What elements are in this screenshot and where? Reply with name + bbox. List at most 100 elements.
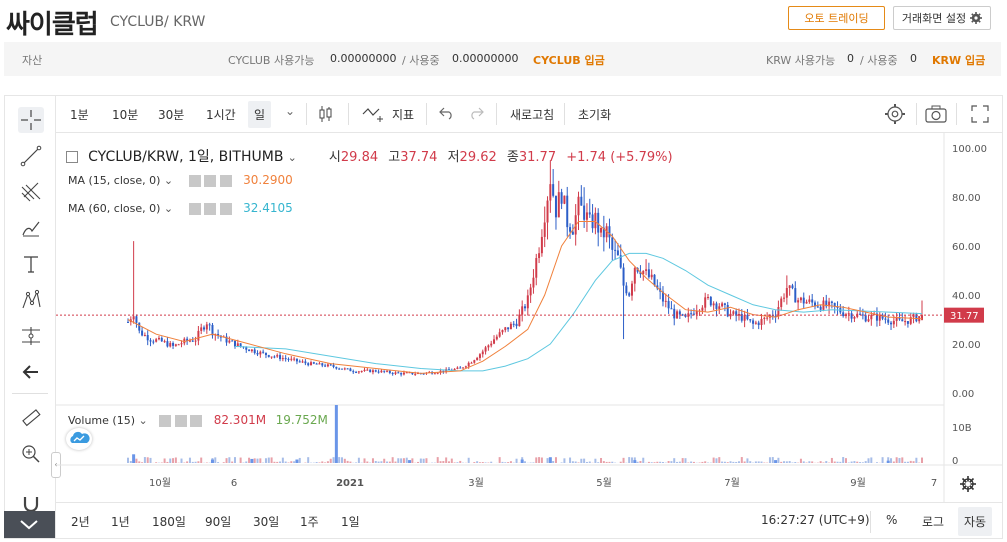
pattern-tool-icon[interactable] [18,287,44,313]
auto-scale-button[interactable]: 자동 [958,507,993,536]
price-chart[interactable]: 100.00 80.00 60.00 40.00 20.00 0.00 31.77 10B… [56,133,1003,502]
cyclub-deposit-link[interactable]: CYCLUB 입금 [533,54,605,67]
trend-line-tool-icon[interactable] [18,143,44,169]
candle-body [535,258,538,278]
candle-body [794,288,797,303]
volume-bar [264,458,267,463]
ma15-visibility-icon[interactable] [188,175,201,187]
volume-bar [298,457,301,463]
ma15-label[interactable]: MA (15, close, 0) [68,174,161,187]
time-tick-label: 9월 [850,477,866,489]
asset-bar: 자산 CYCLUB 사용가능 0.00000000 / 사용중 0.000000… [4,42,1001,76]
toolbar-divider [956,103,957,125]
brush-tool-icon[interactable] [18,215,44,241]
candle-body [898,317,901,320]
price-tick-label: 20.00 [952,340,981,351]
cloud-save-button[interactable] [66,428,92,450]
candle-body [386,370,389,372]
toolbar-divider [306,103,307,125]
range-1y[interactable]: 1년 [111,515,130,529]
candle-body [628,293,631,296]
volume-bar [825,461,828,463]
undo-icon[interactable] [439,106,455,120]
interval-1h[interactable]: 1시간 [206,108,236,122]
log-scale-button[interactable]: 로그 [922,515,945,529]
ma60-visibility-icon[interactable] [188,203,201,215]
interval-1d[interactable]: 일 [248,101,272,128]
volume-bar [768,457,771,463]
symbol-dropdown-icon[interactable]: ⌄ [287,151,297,164]
ma15-dropdown-icon[interactable]: ⌄ [163,174,174,187]
indicators-button[interactable]: 지표 [392,108,415,122]
ruler-tool-icon[interactable] [18,405,44,431]
crosshair-tool-icon[interactable] [18,107,44,133]
candle-body [557,192,560,218]
candle-body [802,297,805,304]
camera-icon[interactable] [924,104,948,124]
volume-bar [149,457,152,463]
volume-bar [915,457,918,463]
fib-tool-icon[interactable] [18,179,44,205]
screen-settings-button[interactable]: 거래화면 설정 [893,6,991,30]
collapse-toolbar-button[interactable] [4,511,55,538]
range-1w[interactable]: 1주 [300,515,319,529]
candle-body [250,349,253,352]
reset-button[interactable]: 초기화 [578,108,612,122]
fullscreen-icon[interactable] [970,104,990,124]
candle-body [143,335,146,337]
volume-bar [447,461,450,463]
volume-label[interactable]: Volume (15) [68,414,135,427]
auto-trading-button[interactable]: 오토 트레이딩 [788,6,885,30]
candle-style-icon[interactable] [318,105,334,123]
candle-body [780,298,783,308]
volume-bar [684,458,687,463]
indicators-icon[interactable] [362,105,388,123]
candle-body [228,340,231,343]
volume-remove-icon[interactable] [190,415,203,427]
text-tool-icon[interactable] [18,251,44,277]
volume-bar [754,461,757,463]
candle-body [909,317,912,324]
redo-icon[interactable] [468,106,484,120]
interval-dropdown-icon[interactable]: ⌄ [285,104,296,118]
volume-bar [912,461,915,463]
volume-bar [391,457,394,463]
candle-body [749,319,752,321]
volume-bar [783,461,786,463]
volume-visibility-icon[interactable] [159,415,172,427]
time-axis-settings-icon[interactable] [960,476,976,492]
candle-body [127,321,129,323]
ma60-dropdown-icon[interactable]: ⌄ [163,202,174,215]
volume-bar [332,457,335,463]
candle-body [493,339,496,344]
zoom-in-icon[interactable] [18,441,44,467]
range-2y[interactable]: 2년 [71,515,90,529]
interval-10m[interactable]: 10분 [112,108,139,122]
chart-settings-gear-icon[interactable] [884,103,906,125]
candle-body [709,296,712,306]
range-180d[interactable]: 180일 [152,515,186,529]
volume-settings-icon[interactable] [174,415,187,427]
volume-dropdown-icon[interactable]: ⌄ [138,414,148,427]
measure-tool-icon[interactable] [18,323,44,349]
percent-scale-button[interactable]: % [886,513,898,527]
candle-body [569,227,572,232]
ma60-settings-icon[interactable] [204,203,217,215]
collapse-legend-icon[interactable] [66,150,78,163]
range-30d[interactable]: 30일 [253,515,280,529]
ma60-remove-icon[interactable] [219,203,232,215]
auto-trading-label: 오토 트레이딩 [804,12,869,25]
interval-1m[interactable]: 1분 [70,108,89,122]
interval-30m[interactable]: 30분 [158,108,185,122]
krw-deposit-link[interactable]: KRW 입금 [932,54,986,67]
ma60-label[interactable]: MA (60, close, 0) [68,202,161,215]
range-90d[interactable]: 90일 [205,515,232,529]
ma15-settings-icon[interactable] [204,175,217,187]
legend-symbol[interactable]: CYCLUB/KRW, 1일, BITHUMB [88,149,284,165]
range-1d[interactable]: 1일 [341,515,360,529]
ma15-remove-icon[interactable] [219,175,232,187]
volume-bar [875,462,878,463]
arrow-left-icon[interactable] [18,359,44,385]
low-label: 저 [447,150,460,165]
refresh-button[interactable]: 새로고침 [510,108,555,122]
